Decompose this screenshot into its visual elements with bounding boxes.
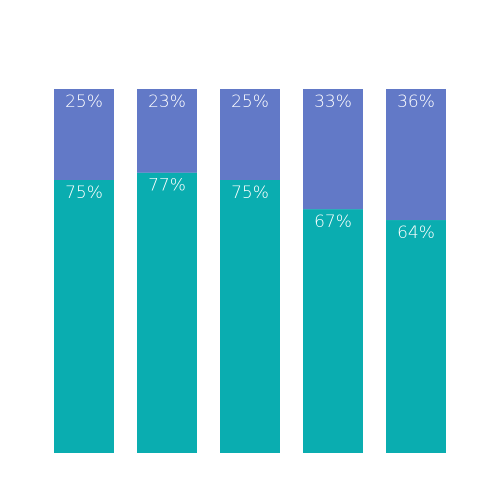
- bar-segment-1-series-2: [54, 89, 114, 180]
- bars-layer: [54, 89, 446, 453]
- data-label-3-series-1: 75%: [231, 183, 269, 203]
- bar-segment-1-series-1: [54, 180, 114, 453]
- data-label-5-series-2: 36%: [397, 92, 435, 112]
- bar-segment-4-series-2: [303, 89, 363, 210]
- bar-segment-5-series-1: [386, 220, 446, 453]
- bar-segment-2-series-1: [137, 172, 197, 453]
- data-label-1-series-1: 75%: [65, 183, 103, 203]
- data-label-4-series-2: 33%: [314, 92, 352, 112]
- data-label-1-series-2: 25%: [65, 92, 103, 112]
- data-label-3-series-2: 25%: [231, 92, 269, 112]
- data-labels-layer: 75% 25% 77% 23% 75% 25% 67% 33% 64% 36%: [65, 92, 435, 243]
- bar-segment-3-series-1: [220, 180, 280, 453]
- bar-segment-2-series-2: [137, 89, 197, 173]
- data-label-5-series-1: 64%: [397, 223, 435, 243]
- bar-segment-5-series-2: [386, 89, 446, 221]
- data-label-2-series-2: 23%: [148, 92, 186, 112]
- data-label-2-series-1: 77%: [148, 176, 186, 196]
- bar-segment-4-series-1: [303, 209, 363, 453]
- data-label-4-series-1: 67%: [314, 212, 352, 232]
- bar-segment-3-series-2: [220, 89, 280, 180]
